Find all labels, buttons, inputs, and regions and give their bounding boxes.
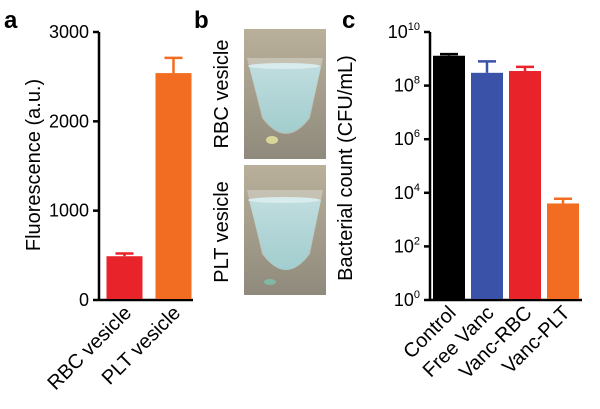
panel-c-y-tick-label: 104 — [394, 182, 420, 203]
panel-c-y-tick-label: 108 — [394, 75, 420, 96]
panel-c-y-tick-label: 102 — [394, 235, 420, 256]
panel-c-ylabel: Bacterial count (CFU/mL) — [335, 55, 357, 281]
panel-a-y-tick-label: 3000 — [49, 22, 89, 42]
panel-a-letter: a — [4, 7, 18, 34]
panel-b-letter: b — [194, 7, 209, 34]
panel-c-bar — [471, 72, 503, 300]
panel-b-photos: RBC vesicle PLT vesicle — [211, 29, 326, 295]
panel-a-bar — [155, 73, 192, 300]
panel-c-chart: Bacterial count (CFU/mL) 100 102 104 106 108… — [335, 21, 582, 383]
rbc-vesicle-photo-label: RBC vesicle — [211, 40, 233, 149]
panel-c-y-tick-label: 1010 — [388, 21, 420, 42]
panel-c-bar — [547, 203, 579, 299]
panel-a-y-tick-label: 0 — [79, 290, 89, 310]
panel-a-bar — [106, 256, 143, 299]
plt-vesicle-photo — [244, 165, 326, 295]
plt-vesicle-photo-label: PLT vesicle — [211, 181, 233, 283]
rbc-vesicle-photo — [244, 29, 326, 159]
panel-c-y-tick-label: 106 — [394, 128, 420, 149]
panel-c-letter: c — [342, 7, 355, 34]
panel-a-ylabel: Fluorescence (a.u.) — [23, 79, 45, 251]
panel-c-y-tick-label: 100 — [394, 289, 420, 310]
panel-c-bar — [433, 55, 465, 299]
panel-c-bar — [509, 71, 541, 299]
panel-a-y-tick-label: 2000 — [49, 111, 89, 131]
panel-a-y-tick-label: 1000 — [49, 201, 89, 221]
